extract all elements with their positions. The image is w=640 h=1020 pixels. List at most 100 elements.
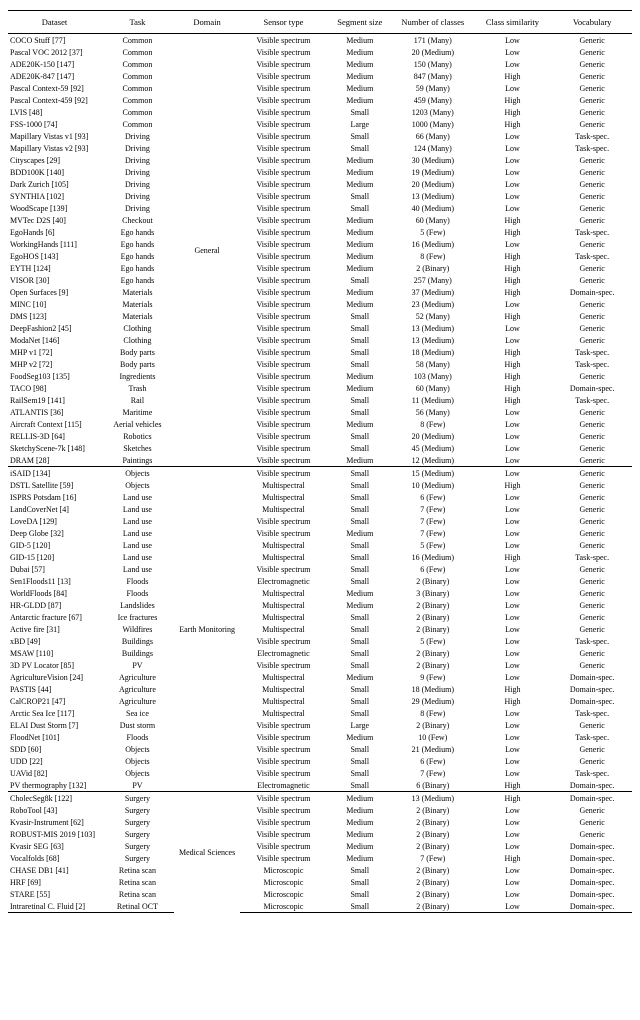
cell: Generic — [552, 202, 632, 214]
cell: Small — [327, 406, 393, 418]
cell: 52 (Many) — [393, 310, 473, 322]
cell-task: Common — [101, 118, 174, 130]
cell: High — [473, 394, 553, 406]
cell: Generic — [552, 719, 632, 731]
cell: High — [473, 695, 553, 707]
cell: Generic — [552, 154, 632, 166]
cell: Small — [327, 515, 393, 527]
cell: 13 (Medium) — [393, 190, 473, 202]
cell: Visible spectrum — [240, 840, 326, 852]
cell: 2 (Binary) — [393, 262, 473, 274]
cell: Low — [473, 659, 553, 671]
cell: Domain-spec. — [552, 864, 632, 876]
cell: Multispectral — [240, 671, 326, 683]
cell: Generic — [552, 238, 632, 250]
cell: 7 (Few) — [393, 515, 473, 527]
table-row: PASTIS [44]AgricultureMultispectralSmall… — [8, 683, 632, 695]
cell: 257 (Many) — [393, 274, 473, 286]
cell: Visible spectrum — [240, 804, 326, 816]
cell: Small — [327, 202, 393, 214]
table-row: AgricultureVision [24]AgricultureMultisp… — [8, 671, 632, 683]
cell: Visible spectrum — [240, 743, 326, 755]
cell-dataset: MVTec D2S [40] — [8, 214, 101, 226]
cell: 10 (Medium) — [393, 479, 473, 491]
cell: 2 (Binary) — [393, 719, 473, 731]
table-row: SketchyScene-7k [148]SketchesVisible spe… — [8, 442, 632, 454]
cell-dataset: UAVid [82] — [8, 767, 101, 779]
table-row: TACO [98]TrashVisible spectrumMedium60 (… — [8, 382, 632, 394]
cell: Generic — [552, 816, 632, 828]
cell: 8 (Few) — [393, 418, 473, 430]
cell-dataset: iSAID [134] — [8, 467, 101, 480]
cell-dataset: Sen1Floods11 [13] — [8, 575, 101, 587]
cell: 56 (Many) — [393, 406, 473, 418]
cell: Small — [327, 358, 393, 370]
cell: Medium — [327, 286, 393, 298]
cell: High — [473, 551, 553, 563]
cell: 18 (Medium) — [393, 683, 473, 695]
cell-dataset: Cityscapes [29] — [8, 154, 101, 166]
cell: Small — [327, 575, 393, 587]
cell: Domain-spec. — [552, 792, 632, 805]
cell-dataset: CholecSeg8k [122] — [8, 792, 101, 805]
cell: Small — [327, 491, 393, 503]
cell-task: PV — [101, 659, 174, 671]
cell: Low — [473, 635, 553, 647]
cell: Small — [327, 106, 393, 118]
cell: Visible spectrum — [240, 322, 326, 334]
cell: Low — [473, 298, 553, 310]
cell: 2 (Binary) — [393, 900, 473, 913]
table-row: 3D PV Locator [85]PVVisible spectrumSmal… — [8, 659, 632, 671]
cell: Generic — [552, 587, 632, 599]
cell: Visible spectrum — [240, 816, 326, 828]
cell: Generic — [552, 611, 632, 623]
cell: Visible spectrum — [240, 635, 326, 647]
cell: Small — [327, 779, 393, 792]
cell: Low — [473, 527, 553, 539]
cell: Small — [327, 900, 393, 913]
cell: Multispectral — [240, 551, 326, 563]
cell: 6 (Few) — [393, 491, 473, 503]
cell-task: Clothing — [101, 322, 174, 334]
cell: 2 (Binary) — [393, 659, 473, 671]
cell: Low — [473, 719, 553, 731]
cell: 16 (Medium) — [393, 238, 473, 250]
cell: Generic — [552, 178, 632, 190]
cell-dataset: Aircraft Context [115] — [8, 418, 101, 430]
cell-dataset: Arctic Sea Ice [117] — [8, 707, 101, 719]
cell-dataset: LandCoverNet [4] — [8, 503, 101, 515]
table-row: GID-15 [120]Land useMultispectralSmall16… — [8, 551, 632, 563]
cell: Visible spectrum — [240, 563, 326, 575]
cell-task: Driving — [101, 154, 174, 166]
cell: High — [473, 106, 553, 118]
cell: 23 (Medium) — [393, 298, 473, 310]
cell: 30 (Medium) — [393, 154, 473, 166]
cell: Visible spectrum — [240, 731, 326, 743]
cell: Task-spec. — [552, 346, 632, 358]
cell-dataset: CalCROP21 [47] — [8, 695, 101, 707]
cell-task: Buildings — [101, 647, 174, 659]
cell: Medium — [327, 82, 393, 94]
cell: Visible spectrum — [240, 310, 326, 322]
cell: Domain-spec. — [552, 382, 632, 394]
header-sim: Class similarity — [473, 11, 553, 34]
cell-dataset: PASTIS [44] — [8, 683, 101, 695]
cell-task: Ego hands — [101, 250, 174, 262]
table-row: MSAW [110]BuildingsElectromagneticSmall2… — [8, 647, 632, 659]
cell: Low — [473, 828, 553, 840]
cell-dataset: ADE20K-847 [147] — [8, 70, 101, 82]
cell: Generic — [552, 467, 632, 480]
cell-task: Surgery — [101, 828, 174, 840]
cell-task: Clothing — [101, 334, 174, 346]
table-row: EgoHOS [143]Ego handsVisible spectrumMed… — [8, 250, 632, 262]
table-row: DMS [123]MaterialsVisible spectrumSmall5… — [8, 310, 632, 322]
cell: Visible spectrum — [240, 34, 326, 47]
cell: 2 (Binary) — [393, 828, 473, 840]
cell-dataset: RELLIS-3D [64] — [8, 430, 101, 442]
cell: Visible spectrum — [240, 515, 326, 527]
table-row: Cityscapes [29]DrivingVisible spectrumMe… — [8, 154, 632, 166]
cell: Generic — [552, 82, 632, 94]
cell-task: Ice fractures — [101, 611, 174, 623]
cell: Low — [473, 767, 553, 779]
cell-dataset: Intraretinal C. Fluid [2] — [8, 900, 101, 913]
